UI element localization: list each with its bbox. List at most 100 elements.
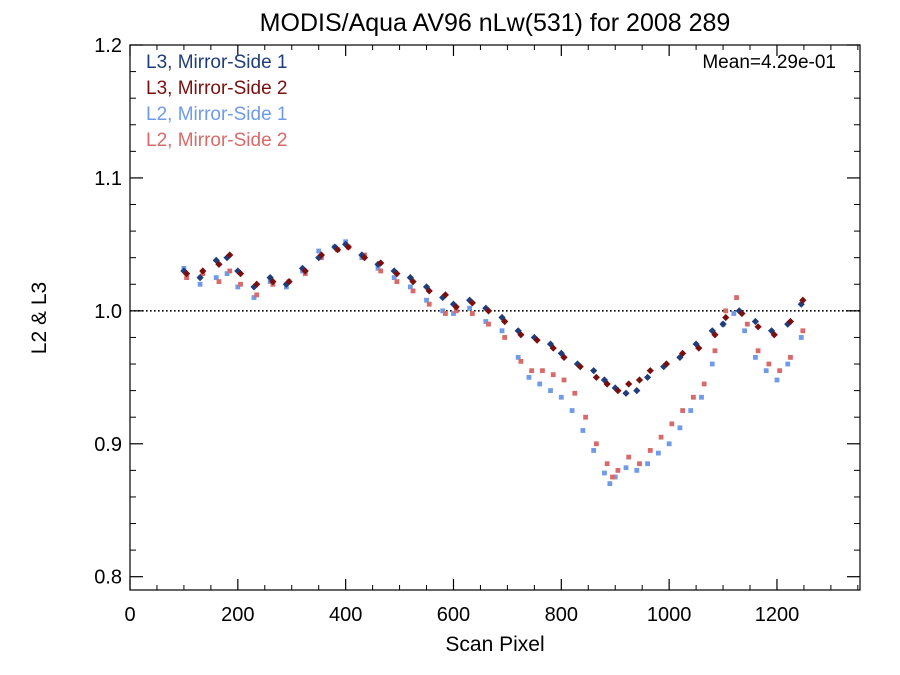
legend-entry: L2, Mirror-Side 2	[146, 130, 288, 151]
point	[590, 367, 598, 375]
point	[635, 376, 644, 384]
y-axis-label: L2 & L3	[28, 282, 51, 354]
point	[216, 279, 222, 285]
point	[499, 328, 505, 334]
point	[731, 311, 737, 316]
point	[226, 251, 234, 259]
point	[409, 278, 417, 286]
point	[576, 363, 584, 371]
point	[515, 354, 521, 360]
series-2	[183, 243, 807, 395]
point	[600, 376, 609, 384]
point	[614, 387, 622, 395]
point	[183, 270, 191, 278]
x-tick-label: 800	[545, 604, 578, 626]
y-tick-label: 1.1	[94, 168, 122, 190]
legend-entry: L3, Mirror-Side 2	[146, 78, 288, 99]
legend-entry: L2, Mirror-Side 1	[146, 104, 288, 125]
point	[722, 313, 730, 322]
point	[660, 363, 668, 371]
point	[360, 254, 369, 262]
point	[645, 461, 650, 467]
point	[643, 373, 652, 381]
point	[763, 368, 769, 374]
point	[501, 317, 509, 326]
point	[751, 317, 760, 326]
chart-title: MODIS/Aqua AV96 nLw(531) for 2008 289	[260, 9, 731, 37]
point	[375, 265, 381, 271]
x-tick-label: 600	[437, 604, 470, 626]
point	[583, 414, 588, 420]
point	[637, 461, 642, 467]
point	[611, 384, 619, 392]
point	[699, 394, 704, 400]
point	[753, 354, 758, 360]
point	[394, 279, 400, 285]
legend-entry: L3, Mirror-Side 1	[146, 52, 288, 73]
point	[301, 267, 309, 275]
point	[712, 348, 718, 354]
point	[607, 481, 613, 487]
point	[604, 461, 610, 467]
point	[734, 295, 739, 300]
point	[658, 434, 664, 440]
mean-annotation: Mean=4.29e-01	[702, 52, 836, 73]
point	[593, 441, 599, 447]
point	[426, 301, 432, 307]
point	[798, 335, 804, 340]
point	[440, 308, 446, 314]
point	[518, 358, 524, 364]
point	[483, 319, 489, 324]
point	[236, 270, 245, 278]
point	[390, 267, 398, 275]
point	[669, 421, 675, 427]
axes: 0 200 400 600 800 1000 1200 0.8 0.9 1.0 1.1 1.2	[94, 35, 860, 626]
point	[691, 394, 696, 400]
point	[285, 278, 293, 286]
point	[199, 267, 207, 275]
point	[466, 296, 474, 304]
point	[615, 467, 621, 473]
point	[253, 280, 261, 288]
point	[655, 450, 661, 456]
point	[612, 474, 618, 480]
x-tick-label: 1000	[647, 604, 692, 626]
point	[333, 246, 342, 254]
point	[197, 281, 203, 287]
point	[626, 454, 632, 460]
y-tick-label: 1.0	[94, 301, 122, 323]
data-points	[180, 239, 807, 487]
point	[269, 278, 277, 286]
point	[646, 367, 654, 375]
point	[799, 296, 807, 304]
point	[540, 368, 545, 374]
point	[558, 394, 564, 400]
point	[549, 344, 557, 352]
point	[666, 441, 672, 447]
point	[533, 336, 541, 344]
point	[701, 381, 707, 387]
x-tick-label: 200	[221, 604, 254, 626]
point	[344, 243, 352, 251]
point	[213, 275, 219, 281]
point	[180, 267, 188, 275]
point	[677, 425, 683, 431]
point	[711, 331, 719, 339]
point	[196, 274, 204, 282]
point	[452, 303, 460, 311]
point	[484, 307, 493, 315]
point	[647, 448, 653, 453]
point	[234, 267, 242, 275]
point	[679, 349, 687, 357]
point	[800, 328, 806, 334]
point	[561, 377, 567, 383]
point	[777, 368, 783, 374]
series-1	[180, 240, 805, 397]
point	[719, 320, 727, 328]
point	[407, 284, 413, 290]
point	[546, 340, 555, 348]
y-tick-label: 1.2	[94, 35, 122, 57]
point	[517, 331, 525, 339]
y-tick-label: 0.9	[94, 434, 122, 456]
